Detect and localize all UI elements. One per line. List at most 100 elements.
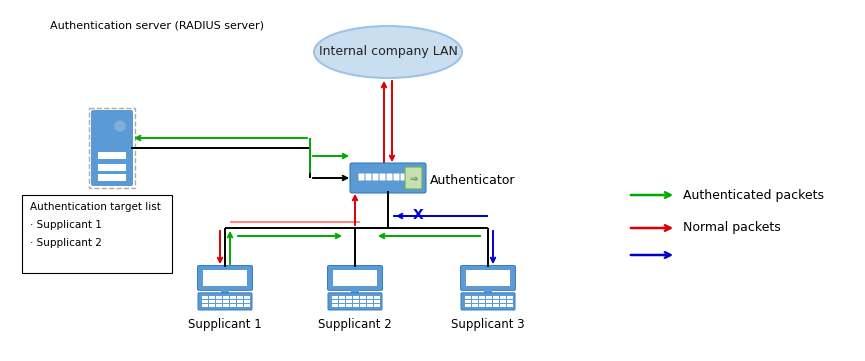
- FancyBboxPatch shape: [202, 304, 208, 307]
- FancyBboxPatch shape: [507, 296, 512, 299]
- FancyBboxPatch shape: [346, 300, 351, 303]
- FancyBboxPatch shape: [22, 195, 172, 273]
- FancyBboxPatch shape: [500, 304, 505, 307]
- FancyBboxPatch shape: [394, 174, 400, 180]
- FancyBboxPatch shape: [387, 174, 393, 180]
- FancyBboxPatch shape: [486, 304, 491, 307]
- FancyBboxPatch shape: [216, 304, 221, 307]
- FancyBboxPatch shape: [332, 296, 337, 299]
- FancyBboxPatch shape: [98, 152, 126, 159]
- FancyBboxPatch shape: [237, 304, 242, 307]
- FancyBboxPatch shape: [333, 270, 377, 286]
- FancyBboxPatch shape: [507, 300, 512, 303]
- FancyBboxPatch shape: [484, 289, 492, 294]
- FancyBboxPatch shape: [353, 296, 358, 299]
- FancyBboxPatch shape: [374, 296, 380, 299]
- FancyBboxPatch shape: [237, 300, 242, 303]
- FancyBboxPatch shape: [486, 296, 491, 299]
- FancyBboxPatch shape: [472, 304, 477, 307]
- FancyBboxPatch shape: [460, 265, 516, 290]
- FancyBboxPatch shape: [209, 300, 215, 303]
- FancyBboxPatch shape: [479, 296, 484, 299]
- FancyBboxPatch shape: [91, 110, 133, 186]
- FancyBboxPatch shape: [328, 293, 382, 310]
- FancyBboxPatch shape: [374, 300, 380, 303]
- FancyBboxPatch shape: [89, 108, 135, 188]
- FancyBboxPatch shape: [472, 296, 477, 299]
- FancyBboxPatch shape: [353, 300, 358, 303]
- FancyBboxPatch shape: [353, 304, 358, 307]
- FancyBboxPatch shape: [237, 296, 242, 299]
- Text: Supplicant 3: Supplicant 3: [452, 318, 525, 331]
- Ellipse shape: [314, 26, 462, 78]
- FancyBboxPatch shape: [486, 300, 491, 303]
- FancyBboxPatch shape: [366, 174, 371, 180]
- Text: Authenticator: Authenticator: [430, 174, 516, 187]
- FancyBboxPatch shape: [380, 174, 386, 180]
- FancyBboxPatch shape: [328, 265, 382, 290]
- FancyBboxPatch shape: [367, 296, 373, 299]
- FancyBboxPatch shape: [493, 304, 498, 307]
- FancyBboxPatch shape: [400, 174, 407, 180]
- FancyBboxPatch shape: [230, 300, 235, 303]
- FancyBboxPatch shape: [332, 304, 337, 307]
- FancyBboxPatch shape: [407, 174, 413, 180]
- FancyBboxPatch shape: [202, 296, 208, 299]
- FancyBboxPatch shape: [339, 296, 344, 299]
- FancyBboxPatch shape: [507, 304, 512, 307]
- FancyBboxPatch shape: [465, 296, 471, 299]
- FancyBboxPatch shape: [466, 270, 510, 286]
- FancyBboxPatch shape: [244, 304, 249, 307]
- FancyBboxPatch shape: [230, 304, 235, 307]
- FancyBboxPatch shape: [209, 304, 215, 307]
- FancyBboxPatch shape: [465, 300, 471, 303]
- FancyBboxPatch shape: [230, 296, 235, 299]
- Text: Authentication target list: Authentication target list: [30, 202, 161, 212]
- Text: Internal company LAN: Internal company LAN: [318, 45, 458, 58]
- Text: · Supplicant 2: · Supplicant 2: [30, 238, 102, 248]
- FancyBboxPatch shape: [346, 304, 351, 307]
- FancyBboxPatch shape: [223, 304, 228, 307]
- Text: Normal packets: Normal packets: [683, 222, 781, 235]
- FancyBboxPatch shape: [350, 163, 426, 193]
- Text: Supplicant 1: Supplicant 1: [188, 318, 262, 331]
- Text: Supplicant 2: Supplicant 2: [318, 318, 392, 331]
- FancyBboxPatch shape: [367, 300, 373, 303]
- FancyBboxPatch shape: [360, 296, 366, 299]
- FancyBboxPatch shape: [346, 296, 351, 299]
- FancyBboxPatch shape: [198, 293, 252, 310]
- Text: X: X: [413, 208, 423, 222]
- FancyBboxPatch shape: [374, 304, 380, 307]
- FancyBboxPatch shape: [405, 167, 422, 189]
- FancyBboxPatch shape: [221, 289, 229, 294]
- FancyBboxPatch shape: [223, 300, 228, 303]
- FancyBboxPatch shape: [500, 296, 505, 299]
- FancyBboxPatch shape: [216, 300, 221, 303]
- FancyBboxPatch shape: [493, 300, 498, 303]
- FancyBboxPatch shape: [500, 300, 505, 303]
- FancyBboxPatch shape: [339, 300, 344, 303]
- FancyBboxPatch shape: [360, 304, 366, 307]
- FancyBboxPatch shape: [209, 296, 215, 299]
- Text: Authentication server (RADIUS server): Authentication server (RADIUS server): [50, 20, 264, 30]
- FancyBboxPatch shape: [98, 174, 126, 181]
- FancyBboxPatch shape: [197, 265, 253, 290]
- FancyBboxPatch shape: [461, 293, 515, 310]
- FancyBboxPatch shape: [339, 304, 344, 307]
- Circle shape: [115, 121, 125, 131]
- FancyBboxPatch shape: [332, 300, 337, 303]
- FancyBboxPatch shape: [479, 304, 484, 307]
- FancyBboxPatch shape: [244, 296, 249, 299]
- FancyBboxPatch shape: [373, 174, 379, 180]
- FancyBboxPatch shape: [203, 270, 247, 286]
- FancyBboxPatch shape: [479, 300, 484, 303]
- FancyBboxPatch shape: [493, 296, 498, 299]
- FancyBboxPatch shape: [367, 304, 373, 307]
- FancyBboxPatch shape: [472, 300, 477, 303]
- FancyBboxPatch shape: [202, 300, 208, 303]
- Text: ⇒: ⇒: [410, 174, 418, 184]
- FancyBboxPatch shape: [351, 289, 359, 294]
- FancyBboxPatch shape: [223, 296, 228, 299]
- FancyBboxPatch shape: [98, 164, 126, 171]
- FancyBboxPatch shape: [465, 304, 471, 307]
